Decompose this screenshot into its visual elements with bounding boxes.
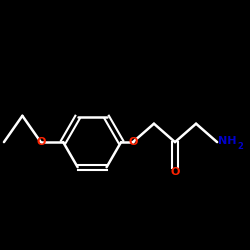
Text: 2: 2 — [238, 142, 244, 151]
Text: O: O — [36, 136, 46, 146]
Text: O: O — [128, 136, 138, 146]
Text: NH: NH — [218, 136, 237, 146]
Text: O: O — [170, 167, 180, 177]
